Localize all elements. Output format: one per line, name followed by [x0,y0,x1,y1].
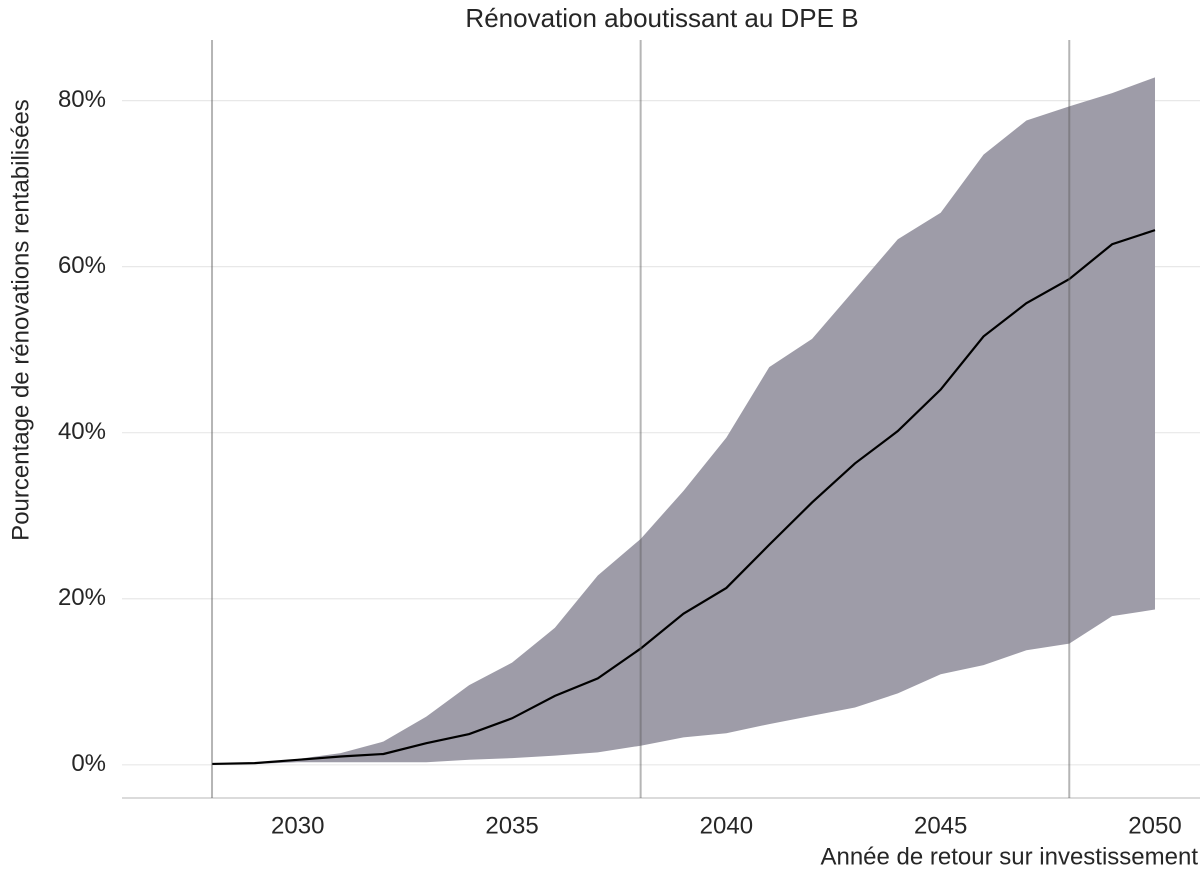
y-tick-label: 80% [58,86,106,113]
y-tick-label: 0% [71,750,106,777]
y-tick-label: 60% [58,252,106,279]
x-tick-label: 2050 [1128,812,1181,839]
x-axis-title: Année de retour sur investissement [820,843,1198,870]
x-tick-label: 2030 [271,812,324,839]
chart-title: Rénovation aboutissant au DPE B [465,3,858,33]
y-axis-title: Pourcentage de rénovations rentabilisées [7,99,34,541]
x-tick-label: 2035 [485,812,538,839]
confidence-band [212,77,1155,764]
x-tick-label: 2040 [700,812,753,839]
y-tick-label: 40% [58,418,106,445]
median-line [211,229,1156,766]
y-tick-label: 20% [58,584,106,611]
x-tick-label: 2045 [914,812,967,839]
